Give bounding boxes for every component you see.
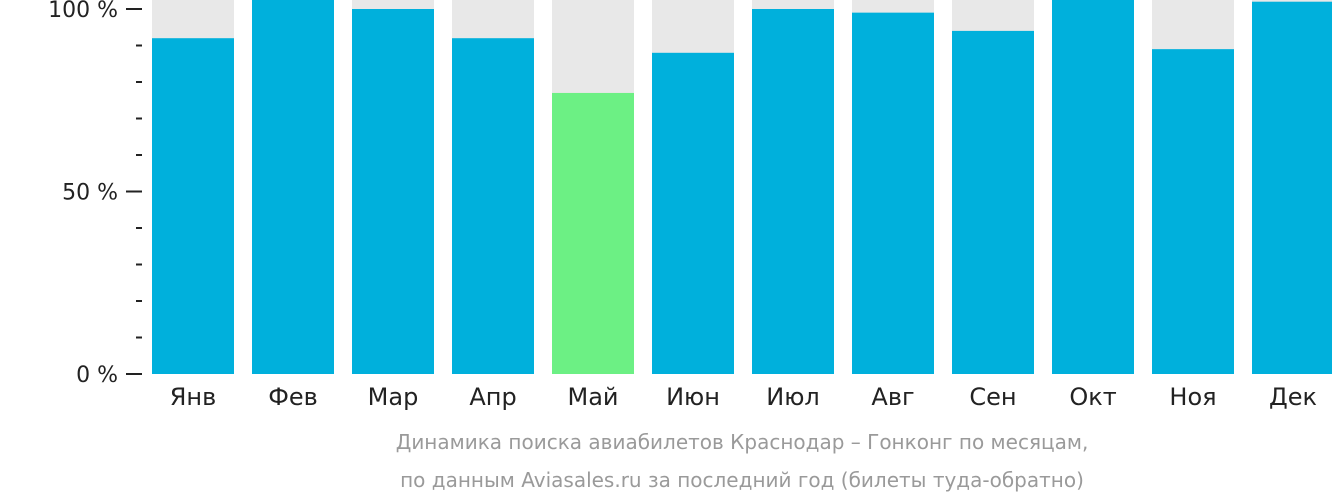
bar-11 (1152, 49, 1234, 375)
y-tick-label: 0 % (76, 363, 118, 388)
x-tick-label-7: Июл (766, 383, 820, 411)
chart-caption-line-1: Динамика поиска авиабилетов Краснодар – … (395, 430, 1089, 454)
x-tick-label-4: Апр (469, 383, 516, 411)
chart-caption-line-2: по данным Aviasales.ru за последний год … (400, 468, 1084, 492)
bar-10 (1052, 0, 1134, 374)
x-axis-labels: Янв Фев Мар Апр Май Июн Июл Авг Сен Окт Ноя Дек (170, 383, 1317, 411)
bar-5 (552, 92, 634, 374)
data-bars (152, 0, 1332, 375)
x-tick-label-9: Сен (969, 383, 1016, 411)
x-tick-label-12: Дек (1269, 383, 1317, 411)
x-tick-label-2: Фев (268, 383, 318, 411)
bar-1 (152, 38, 234, 374)
x-tick-label-1: Янв (170, 383, 217, 411)
y-axis: 0 % 50 % 100 % (48, 0, 142, 388)
x-tick-label-6: Июн (666, 383, 720, 411)
bar-6 (652, 52, 734, 375)
bar-8 (852, 12, 934, 375)
y-tick-label: 50 % (62, 181, 118, 206)
x-tick-label-5: Май (567, 383, 618, 411)
bar-chart: 0 % 50 % 100 % Янв Фев Мар Апр Май Июн Июл Авг Сен… (48, 0, 1332, 411)
x-tick-label-3: Мар (368, 383, 419, 411)
bar-12 (1252, 1, 1332, 374)
bar-7 (752, 9, 834, 374)
x-tick-label-8: Авг (871, 383, 914, 411)
x-tick-label-10: Окт (1069, 383, 1116, 411)
x-tick-label-11: Ноя (1169, 383, 1216, 411)
bar-9 (952, 30, 1034, 375)
y-tick-label: 100 % (48, 0, 118, 23)
bar-3 (352, 9, 434, 374)
bar-4 (452, 38, 534, 374)
bar-2 (252, 0, 334, 374)
